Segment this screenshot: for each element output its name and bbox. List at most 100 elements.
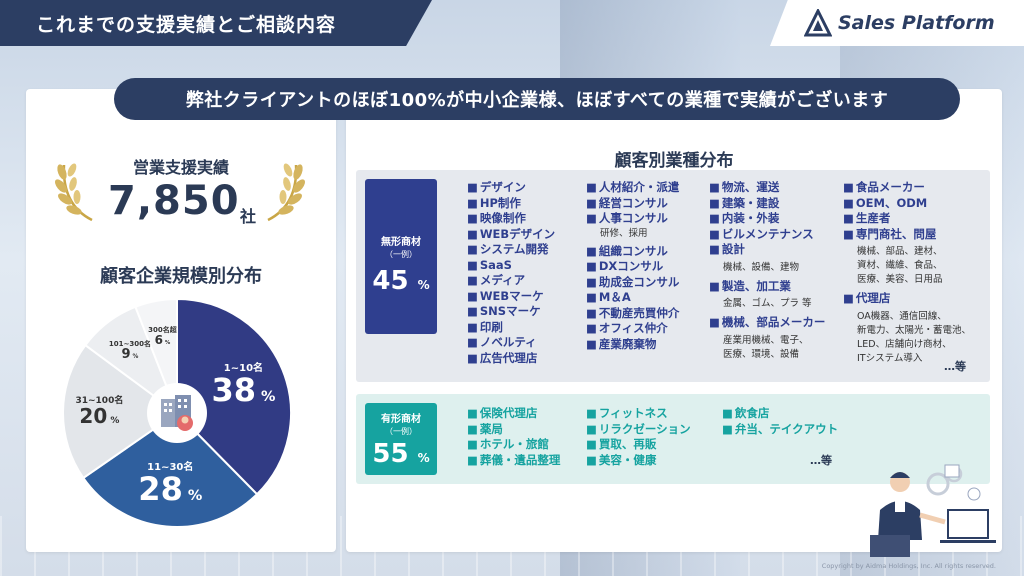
intangible-tag: 無形商材 （一例） 45 % [365,179,437,334]
industry-item: 保険代理店 [467,406,560,422]
industry-item: 設計 [709,242,825,258]
industry-item: 弁当、テイクアウト [722,422,838,438]
tangible-column-b: フィットネス リラクゼーション 買取、再販 美容・健康 [586,406,691,468]
industry-note: 資材、繊維、食品、 [857,260,943,271]
pie-slice-name: 31~100名 [75,395,124,406]
logo-text: Sales Platform [838,12,995,34]
performance-number: 7,850 [108,178,240,224]
industry-item: 組織コンサル [586,244,679,260]
intangible-tag-pct: 45 % [372,266,430,296]
industry-item: 美容・健康 [586,453,691,469]
intangible-column-b: 人材紹介・派遣 経営コンサル 人事コンサル 研修、採用 組織コンサル DXコンサ… [586,180,680,353]
pie-slice-label: 300名超 6 % [148,325,177,348]
industry-item: WEBデザイン [467,227,555,243]
industry-item: 買取、再販 [586,437,691,453]
intangible-column-d: 食品メーカー OEM、ODM 生産者 専門商社、問屋 機械、部品、建材、 資材、… [843,180,971,366]
industry-note: 産業用機械、電子、 [723,334,809,346]
industry-item: システム開発 [467,242,555,258]
pie-slice-name: 11~30名 [147,461,194,473]
industry-item: 薬局 [467,422,560,438]
pie-slice-value: 6 % [154,333,171,348]
industry-item: HP制作 [467,196,555,212]
logo-area: Sales Platform [770,0,1024,46]
company-size-pie-chart [62,298,292,528]
tangible-tag-pct: 55 % [372,439,430,469]
industry-item: 葬儀・遺品整理 [467,453,561,469]
industry-item: リラクゼーション [586,422,691,438]
industry-item: SaaS [467,258,555,274]
industry-item: 経営コンサル [586,196,679,212]
laurel-wreath-icon [267,163,305,222]
performance-label: 営業支援実績 [132,158,229,177]
industry-item: 機械、部品メーカー [709,315,826,331]
tangible-tag: 有形商材 （一例） 55 % [365,403,437,475]
industry-item: 映像制作 [467,211,555,227]
industry-note: 医療、環境、設備 [723,348,800,360]
industry-item: SNSマーケ [467,304,555,320]
pie-slice-name: 300名超 [148,325,177,334]
etc-label: …等 [810,454,832,467]
page-title: これまでの支援実績とご相談内容 [36,14,337,36]
industry-item: DXコンサル [586,259,679,275]
industry-item: 生産者 [843,211,971,227]
industry-item: ノベルティ [467,335,555,351]
industry-note: 研修、採用 [600,227,648,239]
industry-item: WEBマーケ [467,289,555,305]
industry-item: 助成金コンサル [586,275,680,291]
industry-item: 広告代理店 [467,351,555,367]
pie-slice-value: 38 % [211,371,276,410]
copyright-text: Copyright by Aidma Holdings, Inc. All ri… [821,562,996,570]
pie-slice-name: 1~10名 [223,362,264,374]
industry-item: オフィス仲介 [586,321,679,337]
industry-item: 製造、加工業 [709,279,825,295]
intangible-tag-sub: （一例） [385,250,417,259]
laurel-wreath-icon [55,163,93,222]
industry-item: 産業廃棄物 [586,337,679,353]
tangible-tag-sub: （一例） [385,427,417,436]
distribution-title: 顧客企業規模別分布 [100,266,262,287]
pie-slice [81,411,259,528]
industry-item: デザイン [467,180,555,196]
industry-item: 人事コンサル [586,211,679,227]
industry-item: 食品メーカー [843,180,971,196]
industry-item: OEM、ODM [843,196,971,212]
sales-platform-logo-icon [804,9,832,37]
industry-item: 飲食店 [722,406,838,422]
tangible-column-c: 飲食店 弁当、テイクアウト [722,406,838,437]
industry-note: ITシステム導入 [857,352,923,364]
industry-item: 人材紹介・派遣 [586,180,680,196]
industry-item: フィットネス [586,406,691,422]
intangible-column-a: デザイン HP制作 映像制作 WEBデザイン システム開発 SaaS メディア … [467,180,555,366]
pie-slice-label: 11~30名 28 % [138,461,203,508]
pie-slice-name: 101~300名 [108,339,151,348]
tangible-tag-name: 有形商材 [381,414,421,425]
industry-item: 代理店 [843,291,971,307]
industry-note: LED、店舗向け商材、 [857,338,952,350]
industry-item: 物流、運送 [709,180,825,196]
header-bar [0,0,432,46]
industry-item: 不動産売買仲介 [586,306,680,322]
industry-item: 建築・建設 [709,196,825,212]
industry-note: 医療、美容、日用品 [857,274,943,285]
businessman-at-desk-illustration [870,464,996,557]
industry-item: 専門商社、問屋 [843,227,971,243]
pie-slice-value: 20 % [79,404,120,429]
pie-slice [176,298,292,496]
industry-item: ビルメンテナンス [709,227,825,243]
office-building-icon [147,383,207,443]
industry-title: 顧客別業種分布 [614,151,734,171]
pie-slice-value: 28 % [138,470,203,508]
intangible-column-c: 物流、運送 建築・建設 内装・外装 ビルメンテナンス 設計 機械、設備、建物 製… [709,180,826,362]
pie-slice-label: 31~100名 20 % [75,395,124,429]
industry-note: 金属、ゴム、プラ 等 [723,298,812,309]
industry-item: ホテル・旅館 [467,437,560,453]
pie-slice [62,343,179,480]
industry-item: 印刷 [467,320,555,336]
industry-item: メディア [467,273,555,289]
industry-note: 新電力、太陽光・蓄電池、 [857,324,972,336]
intangible-tag-name: 無形商材 [381,237,421,248]
pie-slice-label: 101~300名 9 % [108,339,151,362]
headline-banner: 弊社クライアントのほぼ100%が中小企業様、ほぼすべての業種で実績がございます [114,78,960,120]
industry-note: OA機器、通信回線、 [857,310,947,322]
industry-item: M＆A [586,290,679,306]
